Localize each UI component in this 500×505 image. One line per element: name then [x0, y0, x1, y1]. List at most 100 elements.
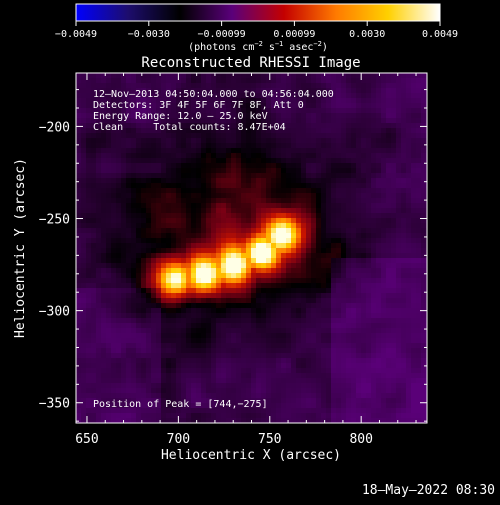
heatmap-cell	[106, 303, 112, 309]
heatmap-cell	[371, 168, 377, 174]
heatmap-cell	[406, 153, 412, 159]
heatmap-cell	[161, 313, 167, 319]
heatmap-cell	[371, 218, 377, 224]
heatmap-cell	[281, 188, 287, 194]
heatmap-cell	[266, 353, 272, 359]
heatmap-cell	[116, 143, 122, 149]
heatmap-cell	[271, 228, 277, 234]
heatmap-cell	[386, 413, 392, 419]
heatmap-cell	[391, 158, 397, 164]
heatmap-cell	[91, 393, 97, 399]
heatmap-cell	[271, 178, 277, 184]
heatmap-cell	[156, 323, 162, 329]
heatmap-cell	[366, 228, 372, 234]
heatmap-cell	[296, 288, 302, 294]
heatmap-cell	[186, 258, 192, 264]
heatmap-cell	[316, 288, 322, 294]
heatmap-cell	[346, 388, 352, 394]
heatmap-cell	[331, 413, 337, 419]
heatmap-cell	[106, 378, 112, 384]
heatmap-cell	[241, 343, 247, 349]
heatmap-cell	[146, 208, 152, 214]
heatmap-cell	[366, 173, 372, 179]
heatmap-cell	[396, 343, 402, 349]
heatmap-cell	[286, 243, 292, 249]
heatmap-cell	[346, 313, 352, 319]
heatmap-cell	[316, 258, 322, 264]
heatmap-cell	[141, 258, 147, 264]
heatmap-cell	[381, 138, 387, 144]
heatmap-cell	[276, 193, 282, 199]
heatmap-cell	[201, 393, 207, 399]
heatmap-cell	[161, 373, 167, 379]
heatmap-cell	[141, 283, 147, 289]
heatmap-cell	[396, 143, 402, 149]
heatmap-cell	[81, 163, 87, 169]
heatmap-cell	[191, 278, 197, 284]
heatmap-cell	[376, 108, 382, 114]
heatmap-cell	[271, 373, 277, 379]
heatmap-cell	[296, 318, 302, 324]
heatmap-cell	[286, 343, 292, 349]
heatmap-cell	[371, 228, 377, 234]
heatmap-cell	[316, 168, 322, 174]
heatmap-cell	[261, 298, 267, 304]
heatmap-cell	[161, 73, 167, 79]
heatmap-cell	[391, 383, 397, 389]
heatmap-cell	[336, 78, 342, 84]
heatmap-cell	[86, 128, 92, 134]
heatmap-cell	[236, 78, 242, 84]
heatmap-cell	[391, 183, 397, 189]
heatmap-cell	[381, 283, 387, 289]
heatmap-cell	[231, 73, 237, 79]
heatmap-cell	[406, 268, 412, 274]
heatmap-cell	[246, 288, 252, 294]
heatmap-cell	[141, 168, 147, 174]
heatmap-cell	[146, 363, 152, 369]
heatmap-cell	[166, 338, 172, 344]
heatmap-cell	[216, 233, 222, 239]
heatmap-cell	[321, 73, 327, 79]
heatmap-cell	[156, 378, 162, 384]
heatmap-cell	[376, 268, 382, 274]
heatmap-cell	[126, 363, 132, 369]
heatmap-cell	[166, 268, 172, 274]
heatmap-cell	[361, 208, 367, 214]
heatmap-cell	[356, 103, 362, 109]
heatmap-cell	[316, 413, 322, 419]
heatmap-cell	[256, 78, 262, 84]
heatmap-cell	[111, 303, 117, 309]
heatmap-cell	[211, 168, 217, 174]
heatmap-cell	[391, 188, 397, 194]
heatmap-cell	[356, 333, 362, 339]
heatmap-cell	[156, 158, 162, 164]
heatmap-cell	[266, 73, 272, 79]
heatmap-cell	[236, 293, 242, 299]
heatmap-cell	[326, 153, 332, 159]
heatmap-cell	[191, 363, 197, 369]
heatmap-cell	[406, 358, 412, 364]
heatmap-cell	[246, 393, 252, 399]
heatmap-cell	[366, 133, 372, 139]
heatmap-cell	[256, 218, 262, 224]
heatmap-cell	[376, 363, 382, 369]
heatmap-cell	[111, 183, 117, 189]
heatmap-cell	[316, 408, 322, 414]
heatmap-cell	[381, 308, 387, 314]
heatmap-cell	[401, 388, 407, 394]
heatmap-cell	[261, 343, 267, 349]
heatmap-cell	[356, 238, 362, 244]
heatmap-cell	[366, 248, 372, 254]
heatmap-cell	[301, 293, 307, 299]
heatmap-cell	[396, 403, 402, 409]
heatmap-cell	[331, 138, 337, 144]
heatmap-cell	[246, 78, 252, 84]
heatmap-cell	[106, 323, 112, 329]
heatmap-cell	[216, 318, 222, 324]
heatmap-cell	[201, 203, 207, 209]
heatmap-cell	[356, 233, 362, 239]
heatmap-cell	[391, 223, 397, 229]
heatmap-cell	[136, 268, 142, 274]
heatmap-cell	[351, 183, 357, 189]
heatmap-cell	[251, 253, 257, 259]
